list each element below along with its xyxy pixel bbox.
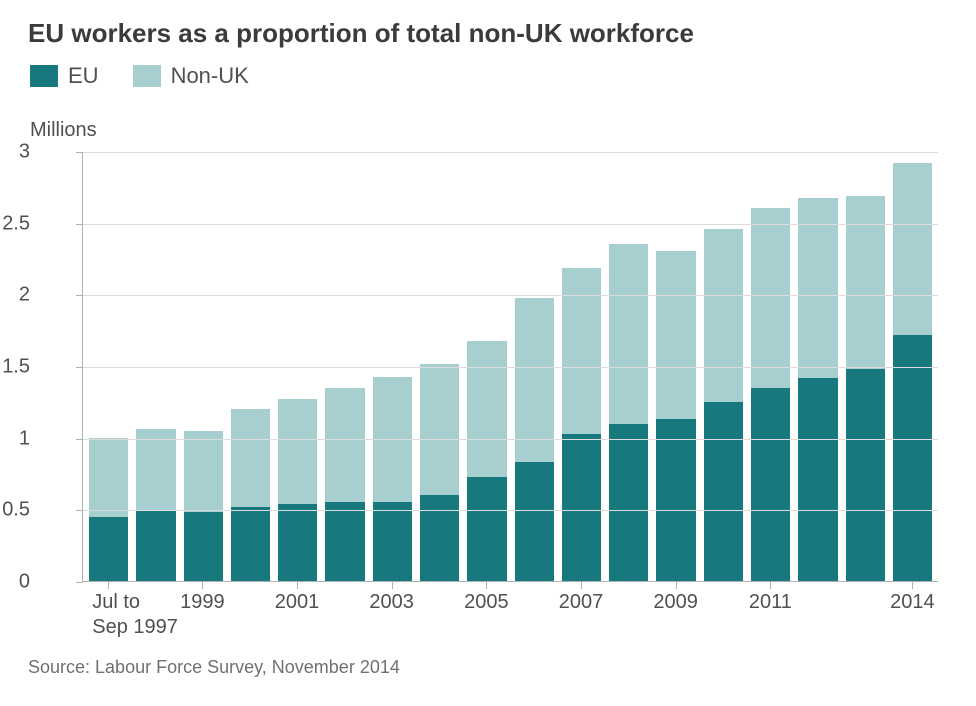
bar-segment-eu <box>798 378 837 581</box>
x-axis-labels: Jul toSep 19971999 2001 2003 2005 2007 2009 20… <box>82 582 938 642</box>
bar-segment-non-uk <box>704 229 743 402</box>
x-axis-label: 2014 <box>890 590 935 615</box>
chart-title: EU workers as a proportion of total non-… <box>28 18 948 49</box>
x-tick <box>581 582 582 589</box>
bar-segment-eu <box>893 335 932 581</box>
legend: EU Non-UK <box>30 63 948 89</box>
bar-segment-eu <box>609 424 648 581</box>
legend-label-eu: EU <box>68 63 99 89</box>
y-axis-label: 1 <box>0 427 30 450</box>
bar-segment-eu <box>89 517 128 581</box>
bar-segment-eu <box>420 495 459 581</box>
x-axis-label: 2007 <box>559 590 604 615</box>
gridline <box>83 295 938 296</box>
bar-segment-non-uk <box>562 268 601 434</box>
legend-item-non-uk: Non-UK <box>133 63 249 89</box>
y-tick <box>76 295 83 296</box>
bar-segment-eu <box>467 477 506 581</box>
x-tick <box>202 582 203 589</box>
bar-segment-eu <box>231 507 270 581</box>
y-axis-label: 0.5 <box>0 499 30 522</box>
bar-segment-eu <box>278 504 317 581</box>
chart-area: 00.511.522.53 Jul toSep 1997199920012003… <box>38 152 938 582</box>
bar-segment-non-uk <box>89 438 128 517</box>
legend-item-eu: EU <box>30 63 99 89</box>
y-tick <box>76 510 83 511</box>
bar-segment-non-uk <box>656 251 695 420</box>
x-tick <box>392 582 393 589</box>
bar-segment-eu <box>325 502 364 581</box>
x-axis-label: 1999 <box>180 590 225 615</box>
bar-segment-eu <box>515 462 554 581</box>
x-tick <box>912 582 913 589</box>
x-axis-label: 2009 <box>653 590 698 615</box>
plot-area <box>82 152 938 582</box>
gridline <box>83 367 938 368</box>
bar-segment-eu <box>656 419 695 581</box>
y-axis-label: 0 <box>0 571 30 594</box>
bar-segment-non-uk <box>751 208 790 388</box>
y-axis-unit: Millions <box>30 119 948 142</box>
y-tick <box>76 152 83 153</box>
bar-segment-eu <box>373 502 412 581</box>
y-axis-label: 3 <box>0 141 30 164</box>
gridline <box>83 152 938 153</box>
bar-segment-non-uk <box>609 244 648 424</box>
bar-segment-eu <box>846 369 885 581</box>
bar-segment-eu <box>136 510 175 581</box>
y-axis-label: 1.5 <box>0 356 30 379</box>
gridline <box>83 510 938 511</box>
bar-segment-non-uk <box>893 163 932 335</box>
bar-segment-eu <box>184 512 223 581</box>
x-tick <box>297 582 298 589</box>
x-tick <box>108 582 109 589</box>
bar-segment-non-uk <box>278 399 317 503</box>
gridline <box>83 224 938 225</box>
bar-segment-non-uk <box>184 431 223 513</box>
bar-segment-non-uk <box>136 429 175 509</box>
x-axis-label: 2003 <box>369 590 414 615</box>
legend-swatch-eu <box>30 65 58 87</box>
bar-segment-non-uk <box>467 341 506 477</box>
x-tick <box>486 582 487 589</box>
y-axis-label: 2 <box>0 284 30 307</box>
x-axis-label: Jul toSep 1997 <box>92 590 178 640</box>
y-tick <box>76 224 83 225</box>
bar-segment-non-uk <box>515 298 554 462</box>
y-tick <box>76 367 83 368</box>
y-tick <box>76 439 83 440</box>
x-axis-label: 2011 <box>749 590 792 615</box>
chart-container: EU workers as a proportion of total non-… <box>0 0 976 706</box>
x-axis-label: 2001 <box>275 590 320 615</box>
y-axis-label: 2.5 <box>0 212 30 235</box>
bar-segment-eu <box>562 434 601 581</box>
legend-swatch-non-uk <box>133 65 161 87</box>
bar-segment-eu <box>704 402 743 581</box>
gridline <box>83 439 938 440</box>
x-tick <box>676 582 677 589</box>
bar-segment-eu <box>751 388 790 581</box>
bar-segment-non-uk <box>798 198 837 378</box>
source-text: Source: Labour Force Survey, November 20… <box>28 657 400 678</box>
bar-segment-non-uk <box>420 364 459 496</box>
legend-label-non-uk: Non-UK <box>171 63 249 89</box>
bar-segment-non-uk <box>231 409 270 506</box>
bar-segment-non-uk <box>325 388 364 502</box>
x-tick <box>770 582 771 589</box>
x-axis-label: 2005 <box>464 590 509 615</box>
bar-segment-non-uk <box>846 196 885 369</box>
